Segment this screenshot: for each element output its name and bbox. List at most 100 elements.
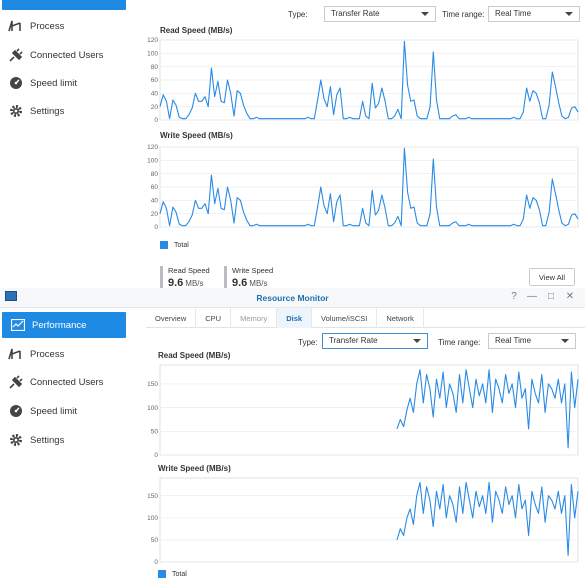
sidebar-item-label: Performance <box>32 319 87 331</box>
sidebar-item-label: Connected Users <box>30 49 104 61</box>
tab-cpu[interactable]: CPU <box>196 308 232 328</box>
window-title: Resource Monitor <box>256 293 329 303</box>
resource-monitor-app-icon <box>5 291 17 301</box>
y-tick-label: 80 <box>151 171 159 178</box>
chevron-down-icon <box>565 12 573 16</box>
type-dropdown-value: Transfer Rate <box>329 336 378 345</box>
top-panel: Process Connected Users Speed limit Sett… <box>0 0 585 288</box>
sidebar-item-label: Speed limit <box>30 405 77 417</box>
y-tick-label: 120 <box>147 144 158 151</box>
sidebar-item-label: Settings <box>30 434 65 446</box>
sidebar-item-speed-limit[interactable]: Speed limit <box>0 71 126 95</box>
y-tick-label: 100 <box>147 515 158 522</box>
write-speed-chart-title: Write Speed (MB/s) <box>160 131 233 140</box>
view-all-button[interactable]: View All <box>529 268 575 286</box>
y-tick-label: 60 <box>151 77 159 84</box>
write-speed-number: 9.6 <box>232 277 248 288</box>
chart-svg: 0 50 100 150 <box>147 364 579 459</box>
sidebar-item-performance[interactable] <box>2 0 126 10</box>
time-range-dropdown-value: Real Time <box>495 336 532 345</box>
legend-label: Total <box>172 570 187 578</box>
legend-swatch <box>160 241 168 249</box>
y-tick-label: 60 <box>151 184 159 191</box>
time-range-label: Time range: <box>438 338 481 347</box>
chart-svg: 0 50 100 150 <box>147 477 579 566</box>
type-label: Type: <box>288 10 308 19</box>
series-line-total <box>396 369 579 449</box>
read-speed-stat-label: Read Speed <box>168 266 210 275</box>
plug-icon <box>8 374 24 390</box>
resource-monitor-window: Resource Monitor ? — □ ✕ Performance Pro… <box>0 288 585 585</box>
chevron-down-icon <box>421 12 429 16</box>
time-range-dropdown[interactable]: Real Time <box>488 6 580 22</box>
chart-svg: 0 20 40 60 80 100 120 <box>147 37 579 124</box>
sidebar-item-connected-users[interactable]: Connected Users <box>0 370 126 394</box>
y-tick-label: 0 <box>154 452 158 459</box>
sidebar-item-label: Process <box>30 348 65 360</box>
sidebar-item-settings[interactable]: Settings <box>0 99 126 123</box>
content-bottom: Type: Transfer Rate Time range: Real Tim… <box>146 328 585 585</box>
y-tick-label: 40 <box>151 91 159 98</box>
write-speed-chart: 0 50 100 150 <box>146 474 582 566</box>
tab-network[interactable]: Network <box>377 308 424 328</box>
sidebar-item-process[interactable]: Process <box>0 342 126 366</box>
read-speed-chart-title: Read Speed (MB/s) <box>158 351 231 360</box>
sidebar-item-process[interactable]: Process <box>0 14 126 38</box>
gear-icon <box>8 432 24 448</box>
y-tick-label: 0 <box>154 224 158 231</box>
sidebar-item-label: Process <box>30 20 65 32</box>
tab-volume-iscsi[interactable]: Volume/iSCSI <box>312 308 378 328</box>
series-line-total <box>159 147 579 227</box>
sidebar-item-label: Connected Users <box>30 376 104 388</box>
read-speed-chart: 0 50 100 150 <box>146 361 582 459</box>
series-line-total <box>396 481 579 556</box>
speedometer-icon <box>8 75 24 91</box>
maximize-icon[interactable]: □ <box>547 291 555 302</box>
sidebar-item-settings[interactable]: Settings <box>0 428 126 452</box>
chevron-down-icon <box>561 339 569 343</box>
type-dropdown-value: Transfer Rate <box>331 9 380 18</box>
y-tick-label: 120 <box>147 37 158 44</box>
sidebar-bottom: Performance Process Connected Users Spee… <box>0 308 136 585</box>
y-tick-label: 0 <box>154 117 158 124</box>
time-range-dropdown[interactable]: Real Time <box>488 333 576 349</box>
y-tick-label: 50 <box>151 537 159 544</box>
legend: Total <box>160 241 189 249</box>
content-top: Type: Transfer Rate Time range: Real Tim… <box>146 0 585 288</box>
sidebar-item-label: Speed limit <box>30 77 77 89</box>
minimize-icon[interactable]: — <box>527 291 537 302</box>
legend-label: Total <box>174 241 189 249</box>
tab-bar: Overview CPU Memory Disk Volume/iSCSI Ne… <box>146 308 585 328</box>
y-tick-label: 20 <box>151 211 159 218</box>
sidebar-item-speed-limit[interactable]: Speed limit <box>0 399 126 423</box>
type-dropdown[interactable]: Transfer Rate <box>322 333 428 349</box>
close-icon[interactable]: ✕ <box>565 291 575 302</box>
gear-icon <box>8 103 24 119</box>
plot-area <box>159 364 579 456</box>
y-tick-label: 80 <box>151 64 159 71</box>
process-icon <box>8 346 24 362</box>
y-tick-label: 150 <box>147 493 158 500</box>
write-speed-stat-label: Write Speed <box>232 266 274 275</box>
write-speed-unit: MB/s <box>249 279 268 288</box>
tab-memory[interactable]: Memory <box>231 308 278 328</box>
tab-overview[interactable]: Overview <box>146 308 197 328</box>
chart-svg: 0 20 40 60 80 100 120 <box>147 144 579 231</box>
help-icon[interactable]: ? <box>511 291 517 302</box>
series-line-total <box>159 40 579 120</box>
chevron-down-icon <box>413 339 421 343</box>
y-tick-label: 20 <box>151 104 159 111</box>
sidebar-item-connected-users[interactable]: Connected Users <box>0 43 126 67</box>
title-bar: Resource Monitor ? — □ ✕ <box>0 288 585 308</box>
legend-swatch <box>158 570 166 578</box>
tab-disk[interactable]: Disk <box>277 308 313 328</box>
y-tick-label: 50 <box>151 429 159 436</box>
read-speed-chart: 0 20 40 60 80 100 120 <box>146 36 582 124</box>
performance-icon <box>10 0 26 6</box>
read-speed-stat-value: 9.6 MB/s <box>168 277 210 288</box>
read-speed-stat: Read Speed 9.6 MB/s <box>160 266 210 288</box>
type-dropdown[interactable]: Transfer Rate <box>324 6 436 22</box>
sidebar-item-performance[interactable]: Performance <box>2 312 126 338</box>
plot-area <box>159 477 579 563</box>
time-range-dropdown-value: Real Time <box>495 9 532 18</box>
